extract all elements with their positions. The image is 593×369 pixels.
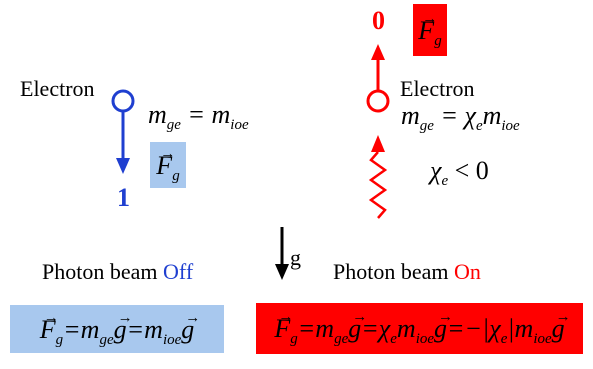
left-equation: Fg=mgeg=mioeg [10,293,224,353]
photon-arrow-head [371,135,385,152]
left-electron-label: Electron [20,76,95,101]
photon-wave [368,151,388,219]
photon-beam-text-left: Photon beam [42,259,158,284]
gravity-arrow-head [275,264,289,280]
right-direction-value: 0 [372,6,385,35]
left-electron-circle [111,89,135,113]
left-force-label: Fg [150,130,186,188]
chi-condition: χe < 0 [430,156,489,189]
right-electron-circle [366,89,390,113]
right-equation: Fg=mgeg=χemioeg=−|χe|mioeg [256,291,583,354]
gravity-label: g [290,245,301,270]
photon-beam-off-line: Photon beam Off [42,259,193,285]
photon-beam-on-line: Photon beam On [333,259,481,285]
photon-beam-state-on: On [454,259,481,284]
right-force-label: Fg [413,0,447,56]
photon-beam-text-right: Photon beam [333,259,449,284]
photon-beam-state-off: Off [163,259,194,284]
right-electron-label: Electron [400,76,475,101]
left-force-arrow-head [116,158,130,174]
left-mass-relation: mge = mioe [148,100,249,133]
left-direction-value: 1 [117,183,130,212]
right-mass-relation: mge = χemioe [401,101,520,134]
right-force-arrow-head [371,44,385,60]
